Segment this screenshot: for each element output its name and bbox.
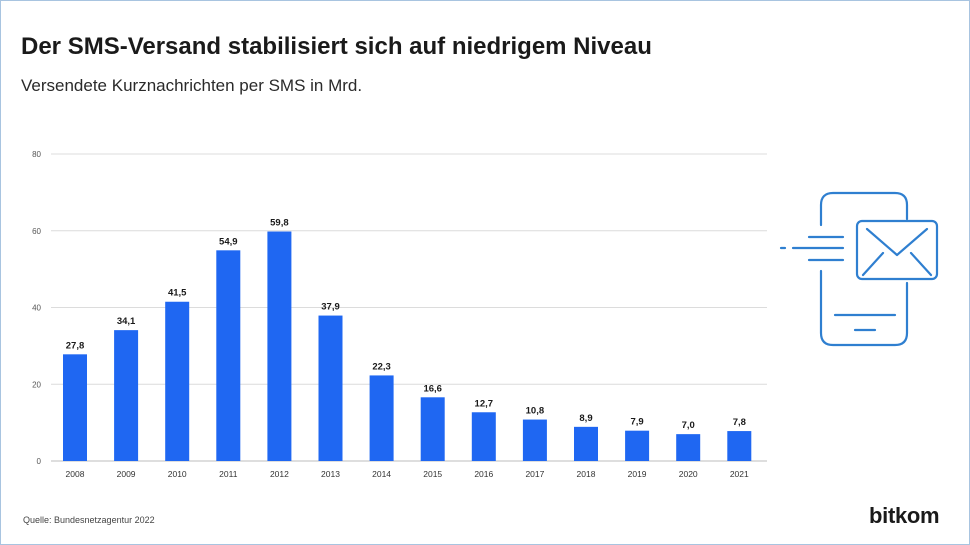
phone-message-icon: [779, 191, 939, 347]
data-label: 12,7: [475, 398, 494, 409]
data-label: 41,5: [168, 288, 187, 299]
bar: [318, 315, 343, 461]
y-tick-label: 40: [32, 304, 41, 313]
x-tick-label: 2010: [168, 469, 187, 479]
data-label: 27,8: [66, 340, 85, 351]
bar: [625, 430, 650, 461]
phone-outline-lower: [819, 269, 909, 347]
x-tick-label: 2008: [66, 469, 85, 479]
y-tick-label: 20: [32, 380, 41, 389]
data-label: 10,8: [526, 406, 545, 417]
bar: [165, 301, 190, 461]
x-tick-label: 2016: [474, 469, 493, 479]
y-tick-label: 80: [32, 150, 41, 159]
data-label: 8,9: [579, 413, 592, 424]
bar: [216, 250, 241, 461]
x-tick-label: 2018: [577, 469, 596, 479]
x-tick-label: 2011: [219, 469, 238, 479]
source-note: Quelle: Bundesnetzagentur 2022: [23, 515, 155, 525]
data-label: 7,9: [630, 417, 643, 428]
page-subtitle: Versendete Kurznachrichten per SMS in Mr…: [21, 76, 363, 95]
bar: [267, 231, 292, 461]
x-tick-label: 2013: [321, 469, 340, 479]
data-label: 7,0: [682, 420, 695, 431]
data-label: 34,1: [117, 316, 136, 327]
bar: [369, 375, 394, 461]
bar: [114, 330, 139, 461]
envelope-flap: [865, 227, 929, 257]
y-tick-label: 0: [37, 457, 42, 466]
x-tick-label: 2012: [270, 469, 289, 479]
data-label: 54,9: [219, 236, 238, 247]
data-label: 16,6: [423, 383, 442, 394]
x-tick-label: 2014: [372, 469, 391, 479]
bar: [727, 431, 752, 461]
data-label: 22,3: [372, 361, 391, 372]
envelope-fold-left: [861, 251, 885, 277]
bar: [574, 426, 598, 461]
x-tick-label: 2019: [628, 469, 647, 479]
x-tick-label: 2020: [679, 469, 698, 479]
y-tick-label: 60: [32, 227, 41, 236]
data-label: 7,8: [733, 417, 746, 428]
x-tick-label: 2015: [423, 469, 442, 479]
bar: [63, 354, 87, 461]
phone-outline: [819, 191, 909, 227]
x-tick-label: 2009: [117, 469, 136, 479]
page-title: Der SMS-Versand stabilisiert sich auf ni…: [21, 33, 652, 60]
bar: [471, 412, 496, 461]
envelope-fold-right: [909, 251, 933, 277]
x-tick-label: 2021: [730, 469, 749, 479]
data-label: 59,8: [270, 218, 289, 229]
bar: [522, 419, 547, 461]
bar: [676, 434, 701, 461]
envelope-body: [855, 219, 939, 281]
x-tick-label: 2017: [525, 469, 544, 479]
bar: [420, 397, 445, 461]
data-label: 37,9: [321, 302, 340, 313]
bitkom-logo: bitkom: [869, 503, 940, 528]
